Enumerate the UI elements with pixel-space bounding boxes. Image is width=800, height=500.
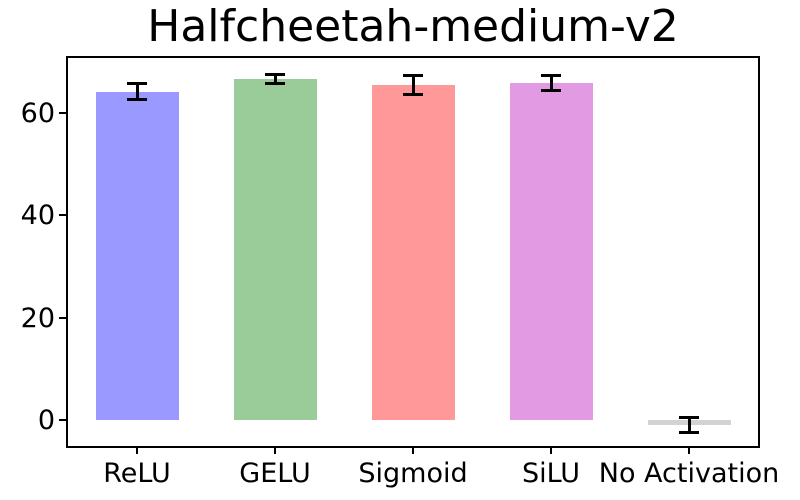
- x-tick-mark: [274, 448, 276, 454]
- x-tick-label: ReLU: [103, 458, 171, 489]
- error-bar-cap-bottom: [679, 431, 699, 435]
- y-tick-label: 40: [20, 200, 55, 232]
- error-bar-line: [273, 74, 277, 84]
- x-tick-label: SiLU: [521, 458, 581, 489]
- error-bar-cap-top: [541, 74, 561, 78]
- bar-silu: [509, 83, 593, 420]
- x-tick-label: No Activation: [598, 458, 780, 489]
- y-tick-mark: [59, 111, 66, 114]
- y-tick-label: 60: [20, 97, 55, 129]
- chart-title: Halfcheetah-medium-v2: [147, 1, 679, 52]
- error-bar-line: [687, 417, 691, 433]
- error-bar-line: [135, 83, 139, 100]
- error-bar-cap-top: [265, 72, 285, 76]
- x-tick-label: Sigmoid: [358, 458, 468, 489]
- error-bar-cap-bottom: [127, 98, 147, 102]
- error-bar-cap-top: [403, 74, 423, 78]
- x-tick-mark: [688, 448, 690, 454]
- error-bar-line: [549, 75, 553, 91]
- y-tick-mark: [59, 418, 66, 421]
- x-tick-label: GELU: [239, 458, 311, 489]
- y-tick-label: 0: [37, 404, 55, 436]
- error-bar-cap-bottom: [403, 92, 423, 96]
- y-tick-mark: [59, 214, 66, 217]
- y-tick-label: 20: [20, 302, 55, 334]
- error-bar-cap-top: [679, 415, 699, 419]
- error-bar-cap-bottom: [265, 82, 285, 86]
- bar-relu: [95, 91, 179, 420]
- x-tick-mark: [412, 448, 414, 454]
- x-tick-mark: [136, 448, 138, 454]
- y-tick-mark: [59, 316, 66, 319]
- x-tick-mark: [550, 448, 552, 454]
- bar-sigmoid: [371, 85, 455, 420]
- bar-gelu: [233, 78, 317, 420]
- error-bar-cap-bottom: [541, 88, 561, 92]
- error-bar-cap-top: [127, 82, 147, 86]
- error-bar-line: [411, 75, 415, 95]
